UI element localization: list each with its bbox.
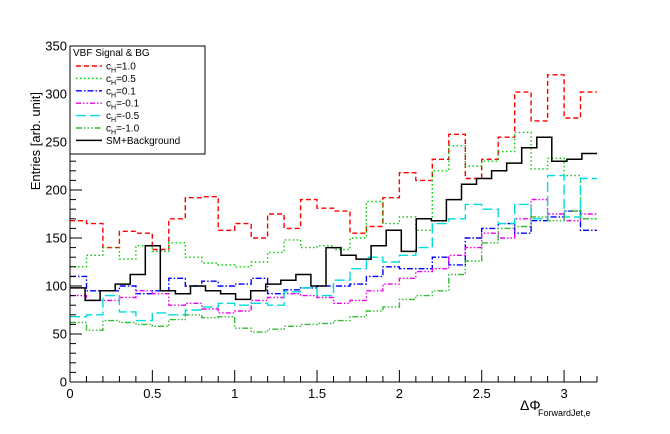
x-tick-label: 1.5	[308, 386, 326, 401]
series-line-0	[70, 74, 597, 251]
y-tick-label: 0	[60, 375, 67, 390]
legend-title: VBF Signal & BG	[73, 48, 150, 59]
series-line-5	[70, 210, 597, 333]
x-tick-label: 2.5	[473, 386, 491, 401]
x-tick-label: 1	[231, 386, 238, 401]
legend-label-1: cH=0.5	[106, 74, 136, 87]
legend-box	[69, 45, 206, 155]
y-tick-label: 100	[45, 279, 67, 294]
series-line-3	[70, 198, 597, 314]
x-tick-label: 0	[66, 386, 73, 401]
y-axis-label: Entries [arb. unit]	[28, 92, 43, 190]
legend-label-0: cH=1.0	[106, 62, 136, 75]
y-tick-label: 150	[45, 231, 67, 246]
legend-label-3: cH=-0.1	[106, 99, 140, 112]
x-tick-label: 2	[396, 386, 403, 401]
x-tick-label: 0.5	[143, 386, 161, 401]
legend-label-2: cH=0.1	[106, 86, 136, 99]
series-line-2	[70, 210, 597, 295]
x-axis-label-subscript: ForwardJet,e	[538, 408, 591, 418]
legend-label-4: cH=-0.5	[106, 111, 140, 124]
legend: VBF Signal & BG cH=1.0cH=0.5cH=0.1cH=-0.1…	[69, 45, 206, 155]
y-tick-label: 50	[53, 327, 67, 342]
y-tick-label: 350	[45, 39, 67, 54]
y-tick-label: 250	[45, 135, 67, 150]
series-line-4	[70, 174, 597, 322]
legend-label-5: cH=-1.0	[106, 124, 140, 137]
y-tick-label: 300	[45, 87, 67, 102]
x-axis-label: ΔΦ	[520, 397, 541, 413]
series-line-6	[70, 136, 597, 302]
series-layer	[70, 74, 597, 333]
y-tick-label: 200	[45, 183, 67, 198]
x-tick-label: 3	[560, 386, 567, 401]
legend-label-6: SM+Background	[106, 136, 180, 147]
